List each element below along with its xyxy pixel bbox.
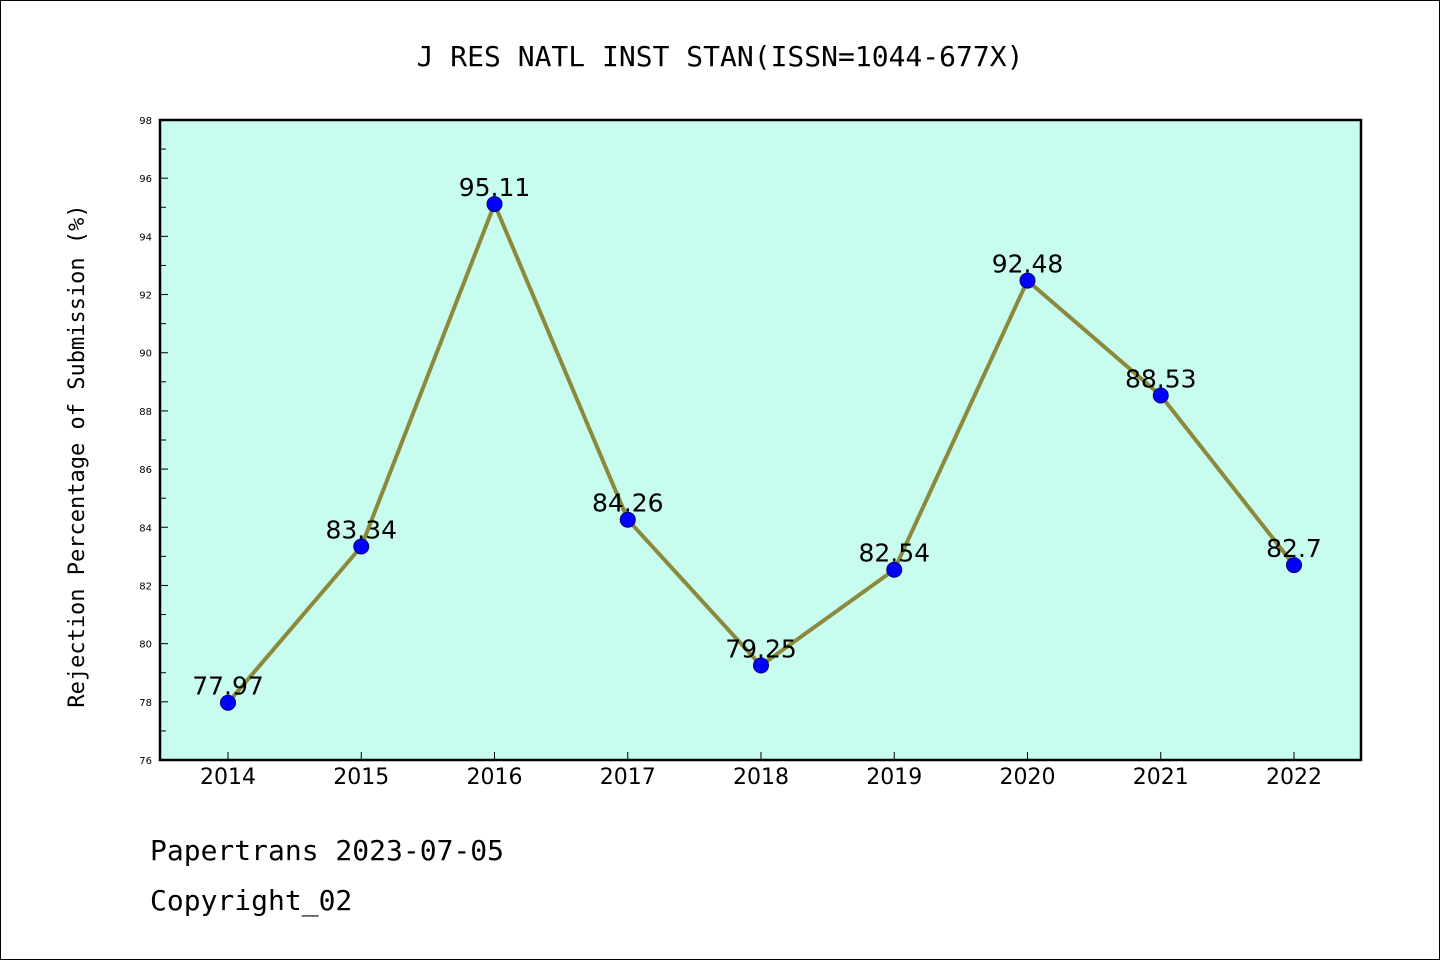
footer-date: Papertrans 2023-07-05 [150,834,505,867]
y-tick-label: 98 [139,116,152,127]
y-tick-label: 80 [139,640,152,651]
footer-copyright: Copyright_02 [150,884,353,917]
data-label: 79.25 [725,634,797,663]
y-tick-label: 86 [139,465,152,476]
y-tick-label: 92 [139,291,152,302]
y-tick-label: 94 [139,232,152,243]
y-axis: 76 78 80 82 84 86 88 90 92 94 96 98 [139,116,168,767]
y-tick-label: 90 [139,349,152,360]
data-point [1152,387,1169,404]
x-axis: 2014 2015 2016 2017 2018 2019 2020 2021 2022 [200,752,1322,790]
data-label: 83.34 [325,515,397,544]
data-label: 84.26 [592,489,664,518]
data-label: 95.11 [459,173,531,202]
data-point [353,538,370,555]
y-tick-label: 76 [139,756,152,767]
x-tick-label: 2022 [1266,765,1322,790]
data-point [1286,557,1302,574]
y-tick-label: 78 [139,698,152,709]
data-point [886,561,903,578]
y-tick-label: 84 [139,523,152,534]
data-point [753,657,769,674]
x-tick-label: 2014 [200,765,256,790]
series-markers [220,196,1302,711]
data-label: 92.48 [992,250,1064,279]
data-labels: 77.97 83.34 95.11 84.26 79.25 82.54 92.48 88.53… [192,173,1322,701]
data-label: 82.7 [1266,534,1322,563]
x-tick-label: 2020 [1000,765,1056,790]
y-axis-label: Rejection Percentage of Submission (%) [65,204,90,707]
x-tick-label: 2017 [600,765,656,790]
data-point [619,511,636,528]
data-label: 82.54 [858,539,930,568]
plot-area [158,118,1363,762]
x-tick-label: 2021 [1133,765,1189,790]
data-label: 77.97 [192,672,264,701]
x-tick-label: 2015 [333,765,389,790]
x-tick-label: 2016 [467,765,523,790]
data-point [486,196,503,213]
y-tick-label: 82 [139,581,152,592]
x-tick-label: 2019 [866,765,922,790]
data-label: 88.53 [1125,364,1197,393]
data-point [1019,272,1036,289]
y-tick-label: 96 [139,174,152,185]
y-tick-label: 88 [139,407,152,418]
data-point [220,694,236,711]
chart-title: J RES NATL INST STAN(ISSN=1044-677X) [417,40,1024,73]
x-tick-label: 2018 [733,765,789,790]
